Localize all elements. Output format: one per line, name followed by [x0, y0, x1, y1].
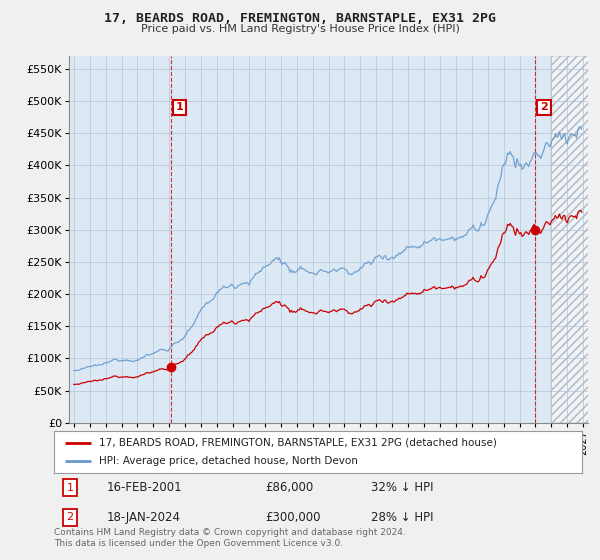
Text: 17, BEARDS ROAD, FREMINGTON, BARNSTAPLE, EX31 2PG: 17, BEARDS ROAD, FREMINGTON, BARNSTAPLE,… — [104, 12, 496, 25]
Text: 2: 2 — [66, 512, 73, 522]
Bar — [551, 56, 600, 423]
Text: 1: 1 — [67, 483, 73, 493]
Text: Contains HM Land Registry data © Crown copyright and database right 2024.
This d: Contains HM Land Registry data © Crown c… — [54, 528, 406, 548]
Text: HPI: Average price, detached house, North Devon: HPI: Average price, detached house, Nort… — [99, 456, 358, 466]
Bar — [551, 56, 600, 423]
Text: 1: 1 — [175, 102, 183, 113]
Text: £300,000: £300,000 — [265, 511, 321, 524]
Text: 18-JAN-2024: 18-JAN-2024 — [107, 511, 181, 524]
Text: £86,000: £86,000 — [265, 481, 313, 494]
Text: 32% ↓ HPI: 32% ↓ HPI — [371, 481, 433, 494]
Text: Price paid vs. HM Land Registry's House Price Index (HPI): Price paid vs. HM Land Registry's House … — [140, 24, 460, 34]
Text: 17, BEARDS ROAD, FREMINGTON, BARNSTAPLE, EX31 2PG (detached house): 17, BEARDS ROAD, FREMINGTON, BARNSTAPLE,… — [99, 437, 497, 447]
Text: 16-FEB-2001: 16-FEB-2001 — [107, 481, 182, 494]
Text: 28% ↓ HPI: 28% ↓ HPI — [371, 511, 433, 524]
Text: 2: 2 — [540, 102, 548, 113]
